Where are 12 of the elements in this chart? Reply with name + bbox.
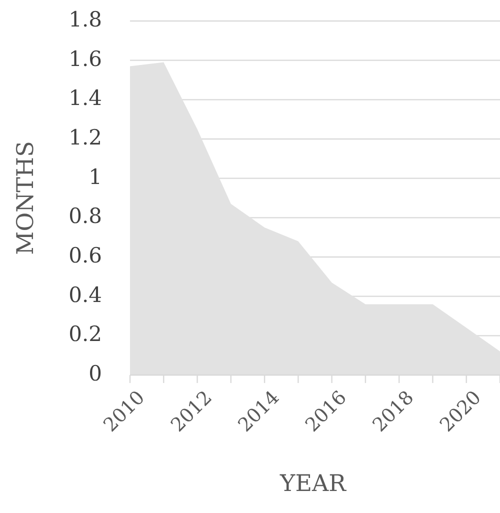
y-axis-title: MONTHS — [13, 141, 39, 255]
y-tick-label: 1.6 — [68, 46, 102, 71]
y-tick-label: 0 — [88, 361, 102, 386]
y-tick-label: 0.8 — [68, 204, 102, 228]
y-tick-label: 1.4 — [68, 86, 102, 110]
y-tick-label: 1.2 — [68, 125, 102, 150]
x-axis-title: YEAR — [279, 471, 347, 497]
y-tick-label: 1.8 — [68, 7, 102, 32]
y-tick-label: 0.2 — [68, 322, 102, 346]
y-tick-label: 0.4 — [68, 282, 102, 307]
y-tick-label: 1 — [88, 164, 102, 189]
y-tick-label: 0.6 — [68, 243, 102, 268]
